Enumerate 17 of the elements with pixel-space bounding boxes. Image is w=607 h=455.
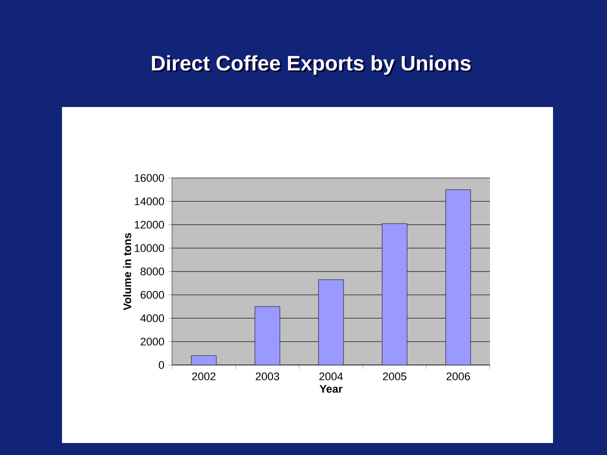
y-tick-label: 10000 [134,244,164,252]
x-tick-label: 2003 [256,372,280,380]
x-tick-label: 2004 [319,372,343,380]
y-tick-label: 12000 [134,220,164,229]
chart-title: Direct Coffee Exports by Unions [153,56,472,76]
y-tick-label: 8000 [140,268,164,276]
x-axis-title: Year [320,385,342,393]
y-tick-label: 2000 [140,338,164,346]
y-tick-label: 6000 [140,290,164,299]
y-tick-label: 16000 [134,174,164,182]
y-tick-label: 0 [158,361,164,369]
y-axis-title: Volume in tons [123,233,132,310]
y-tick-label: 14000 [134,197,164,206]
x-tick-label: 2002 [192,372,216,380]
y-tick-label: 4000 [140,314,164,322]
x-tick-label: 2006 [446,372,470,380]
x-tick-label: 2005 [382,372,406,380]
